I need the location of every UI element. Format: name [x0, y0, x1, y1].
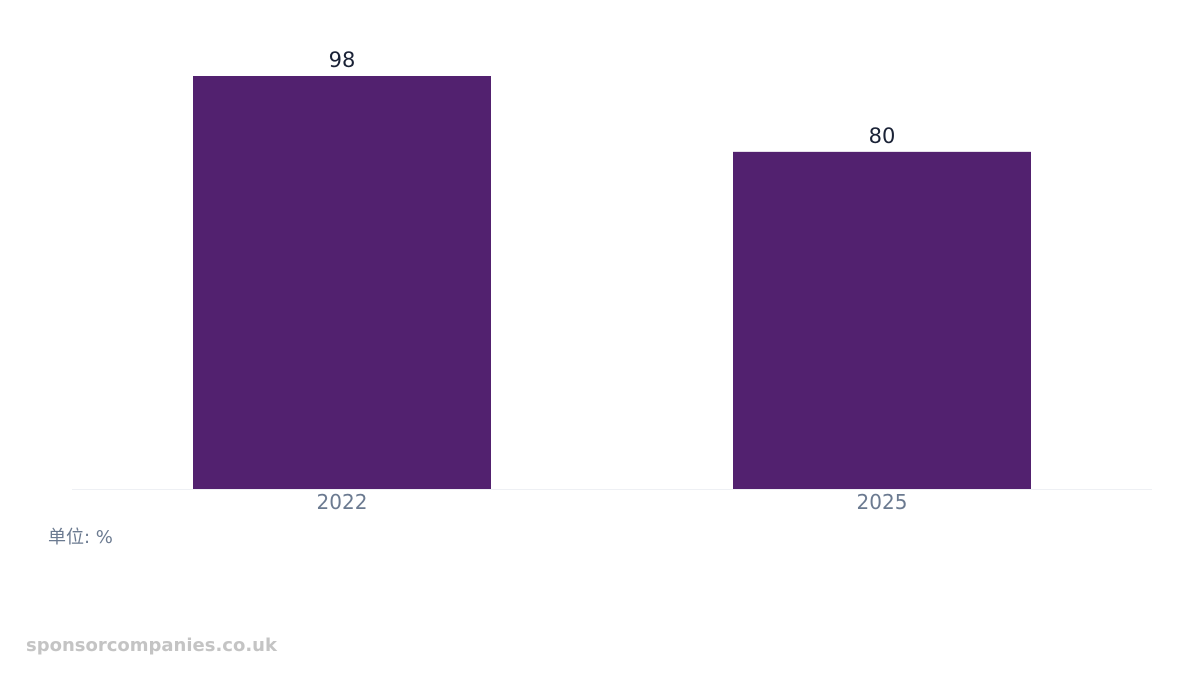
unit-note: 单位: % [48, 527, 113, 548]
x-tick-labels-group: 2022 2025 [317, 490, 908, 514]
watermark: sponsorcompanies.co.uk [26, 635, 277, 656]
x-tick-label-2022: 2022 [317, 490, 368, 514]
x-tick-label-2025: 2025 [857, 490, 908, 514]
data-labels-group: 98 80 [329, 48, 896, 148]
bar-2022 [193, 76, 491, 489]
bar-2025 [733, 151, 1031, 489]
bars-group [193, 76, 1031, 489]
data-label-2025: 80 [869, 124, 896, 148]
data-label-2022: 98 [329, 48, 356, 72]
